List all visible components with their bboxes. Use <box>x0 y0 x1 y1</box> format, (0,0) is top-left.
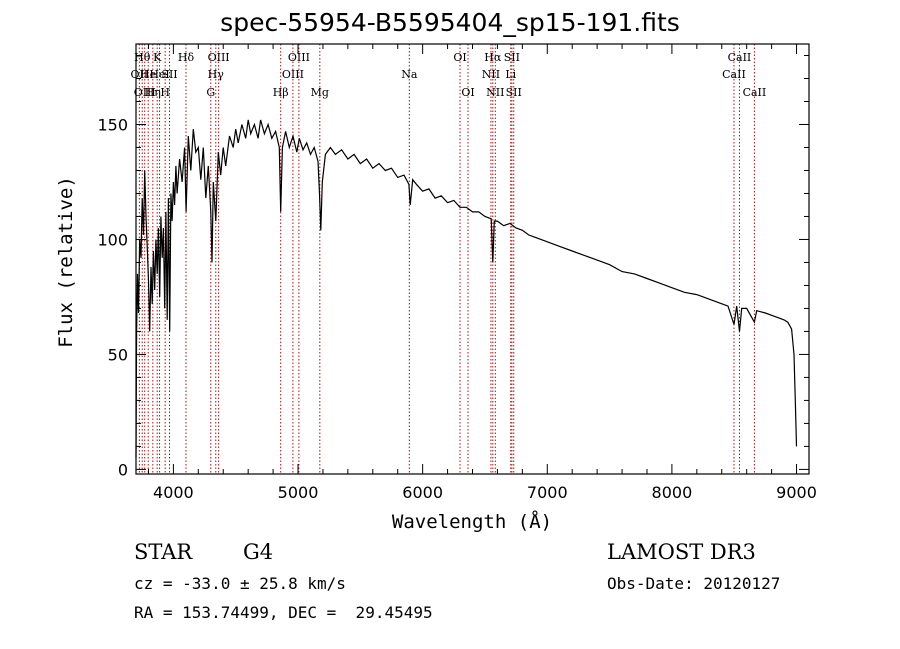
subclass-label: G4 <box>243 540 274 564</box>
line-label-11: Hγ <box>208 68 225 81</box>
y-tick-label-1: 50 <box>108 345 128 364</box>
line-label-9: Hδ <box>178 51 195 64</box>
x-tick-label-4: 8000 <box>652 483 693 502</box>
axis-ticks: 4000 5000 6000 7000 8000 9000 0 50 100 150 <box>97 44 817 502</box>
line-label-10: G <box>206 86 215 99</box>
y-axis-label: Flux (relative) <box>55 176 77 348</box>
line-label-21: Hα <box>484 51 502 64</box>
line-label-2: OIII <box>134 86 156 99</box>
redshift-readout: cz = -33.0 ± 25.8 km/s <box>134 574 346 593</box>
line-label-1: Hθ <box>134 51 151 64</box>
line-label-27: CaII <box>728 51 752 64</box>
x-axis-label: Wavelength (Å) <box>392 510 552 533</box>
line-label-24: SII <box>504 51 520 64</box>
line-label-13: Hβ <box>273 86 289 99</box>
line-label-7: H <box>160 86 170 99</box>
y-tick-label-2: 100 <box>97 230 128 249</box>
spectrum-line <box>135 119 798 458</box>
line-markers <box>138 44 755 474</box>
line-label-28: CaII <box>743 86 767 99</box>
x-tick-label-1: 5000 <box>278 483 319 502</box>
line-label-23: Li <box>505 68 516 81</box>
line-labels: OIIHθOIIIHeHηKHeIHSIIHδGHγOIIIHβOIIIOIII… <box>131 51 767 99</box>
line-label-4: Hη <box>145 86 161 99</box>
y-tick-label-3: 150 <box>97 115 128 134</box>
line-label-6: HeI <box>149 68 169 81</box>
line-label-17: Na <box>401 68 418 81</box>
plot-frame <box>135 43 810 475</box>
y-tick-label-0: 0 <box>118 460 128 479</box>
line-label-18: OI <box>453 51 466 64</box>
line-label-12: OIII <box>208 51 230 64</box>
line-label-22: NII <box>486 86 504 99</box>
class-label: STAR <box>134 540 193 564</box>
line-label-0: OII <box>131 68 149 81</box>
line-label-5: K <box>153 51 162 64</box>
line-label-20: NII <box>482 68 500 81</box>
line-label-26: CaII <box>722 68 746 81</box>
line-label-3: He <box>140 68 156 81</box>
survey-label: LAMOST DR3 <box>607 540 756 564</box>
x-tick-label-3: 7000 <box>527 483 568 502</box>
line-label-16: Mg <box>311 86 329 99</box>
coordinates: RA = 153.74499, DEC = 29.45495 <box>134 603 433 622</box>
chart-title: spec-55954-B5595404_sp15-191.fits <box>220 8 680 37</box>
x-tick-label-0: 4000 <box>153 483 194 502</box>
x-tick-label-5: 9000 <box>776 483 817 502</box>
line-label-15: OIII <box>288 51 310 64</box>
line-label-14: OIII <box>282 68 304 81</box>
x-tick-label-2: 6000 <box>402 483 443 502</box>
line-label-25: SII <box>506 86 522 99</box>
obs-date: Obs-Date: 20120127 <box>607 574 781 593</box>
line-label-19: OI <box>461 86 474 99</box>
line-label-8: SII <box>161 68 177 81</box>
